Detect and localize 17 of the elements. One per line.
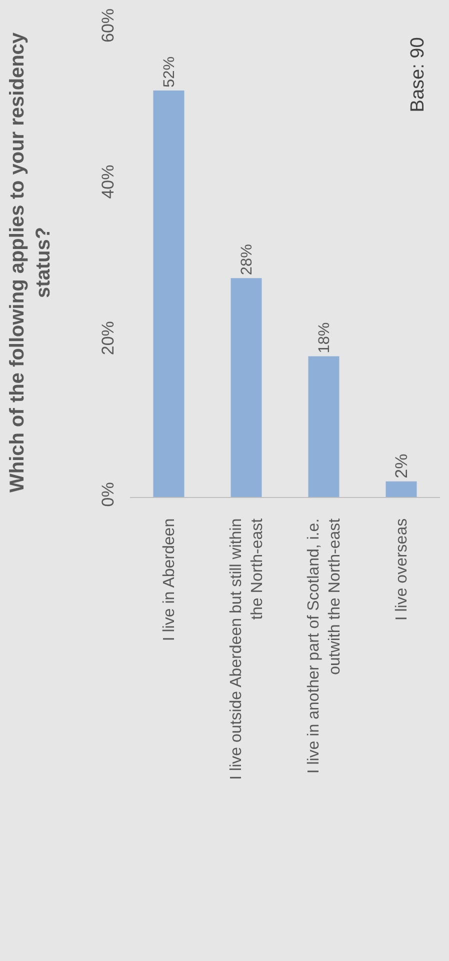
text: Which of the following applies to your residency status? — [6, 32, 54, 492]
bar — [386, 481, 417, 497]
y-tick-label: 0% — [98, 482, 118, 507]
annotation: Base: 90 — [407, 37, 428, 112]
x-tick-label: I live overseas — [393, 518, 410, 621]
x-tick-label: I live in Aberdeen — [160, 518, 178, 642]
bar — [230, 278, 262, 497]
data-label: 52% — [160, 56, 178, 88]
y-tick-label: 60% — [98, 8, 118, 42]
bar — [308, 356, 340, 497]
y-tick-label: 20% — [98, 321, 118, 356]
y-tick-label: 40% — [98, 164, 118, 199]
data-label: 18% — [316, 322, 333, 354]
data-label: 28% — [238, 244, 256, 276]
x-tick-label: I live outside Aberdeen but still within the North-east — [228, 518, 266, 780]
data-label: 2% — [392, 454, 411, 478]
bar — [153, 90, 184, 497]
